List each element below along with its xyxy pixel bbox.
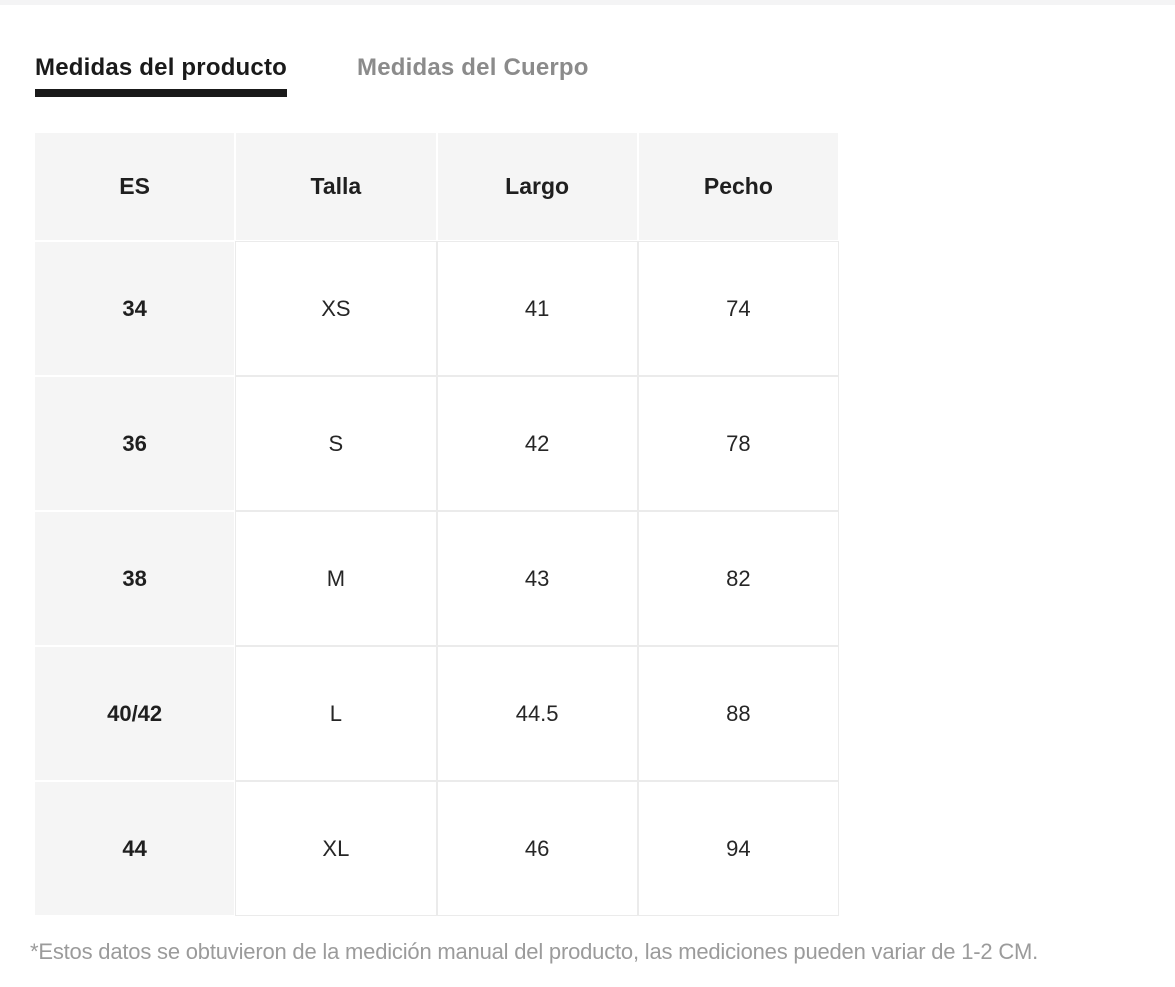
table-cell: 78 (638, 377, 838, 510)
row-header-cell: 44 (35, 782, 235, 915)
measurement-disclaimer: *Estos datos se obtuvieron de la medició… (30, 939, 1039, 964)
column-header-pecho: Pecho (638, 133, 838, 240)
tab-product-measurements[interactable]: Medidas del producto (35, 53, 288, 97)
table-cell: XS (236, 242, 436, 375)
table-cell: L (236, 647, 436, 780)
row-header-cell: 40/42 (35, 647, 235, 780)
tab-body-measurements[interactable]: Medidas del Cuerpo (357, 53, 589, 83)
table-cell: 46 (437, 782, 637, 915)
table-cell: 42 (437, 377, 637, 510)
table-cell: XL (236, 782, 436, 915)
table-cell: 88 (638, 647, 838, 780)
table-cell: 41 (437, 242, 637, 375)
column-header-largo: Largo (437, 133, 637, 240)
tab-body-measurements-label: Medidas del Cuerpo (357, 54, 589, 81)
active-tab-underline (35, 89, 288, 97)
table-cell: 74 (638, 242, 838, 375)
size-chart-table: ES Talla Largo Pecho 34 XS 41 74 36 S 42… (35, 133, 838, 915)
tab-bar: Medidas del producto Medidas del Cuerpo (35, 53, 1175, 97)
table-cell: 94 (638, 782, 838, 915)
row-header-cell: 34 (35, 242, 235, 375)
table-cell: 82 (638, 512, 838, 645)
table-cell: S (236, 377, 436, 510)
column-header-talla: Talla (236, 133, 436, 240)
row-header-cell: 38 (35, 512, 235, 645)
column-header-es: ES (35, 133, 235, 240)
table-cell: 44.5 (437, 647, 637, 780)
top-divider-strip (0, 0, 1175, 5)
table-cell: 43 (437, 512, 637, 645)
row-header-cell: 36 (35, 377, 235, 510)
tab-product-measurements-label: Medidas del producto (35, 54, 288, 81)
table-cell: M (236, 512, 436, 645)
